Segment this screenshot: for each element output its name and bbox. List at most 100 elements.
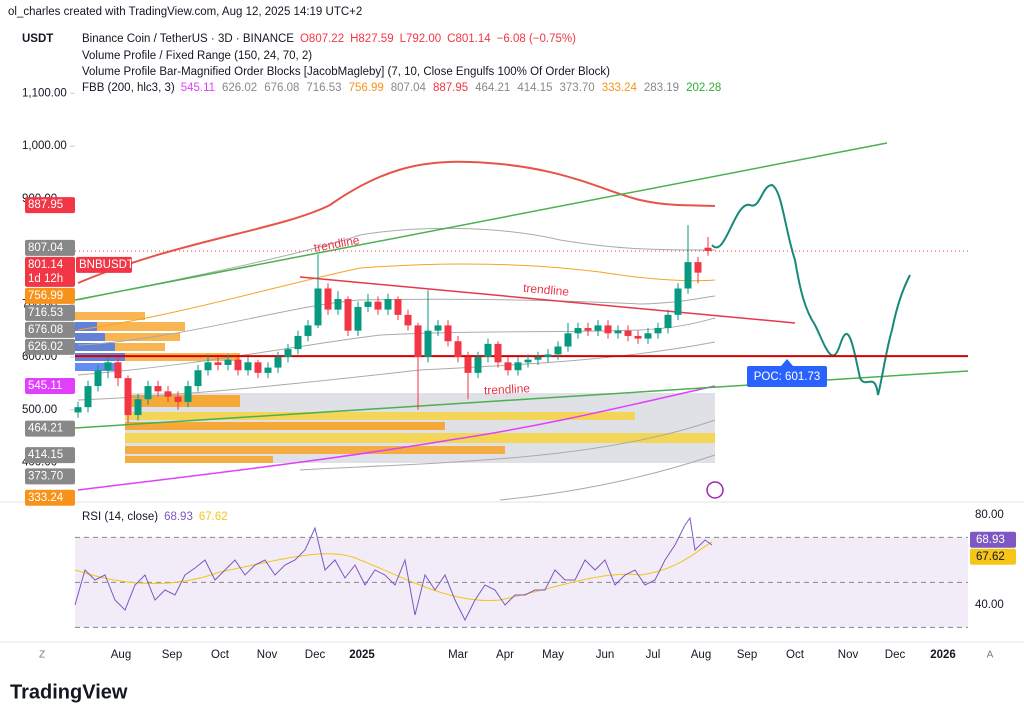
poc-box [747, 366, 827, 387]
candle-body [184, 386, 192, 402]
ohlc-label: −6.08 (−0.75%) [497, 33, 576, 45]
candle-body [394, 299, 402, 315]
price-badge [25, 304, 75, 321]
x-tick-label: Sep [162, 649, 182, 661]
candle-body [194, 370, 202, 387]
candle-body [114, 362, 122, 379]
candle-body [324, 288, 332, 310]
currency: USDT [22, 33, 53, 45]
candle-body [484, 343, 492, 358]
rsi-value: 68.93 [164, 511, 193, 523]
ohlc-label: C801.14 [447, 33, 491, 45]
price-badge-label: 333.24 [28, 492, 64, 504]
candle-body [614, 330, 622, 334]
rsi-value: 67.62 [199, 511, 228, 523]
candle-body [264, 367, 272, 373]
y-tick-label: 1,100.00 [22, 87, 67, 99]
y-tick-label: 500.00 [22, 404, 57, 416]
candle-body [274, 357, 282, 368]
candle-body [104, 362, 112, 371]
rsi-badge-label: 68.93 [976, 534, 1005, 546]
fbb-value: 464.21 [475, 82, 510, 94]
candle-body [664, 314, 672, 329]
price-badge [25, 239, 75, 256]
rsi-tick-label: 40.00 [975, 599, 1004, 611]
candle-body [584, 328, 592, 331]
candle-body [634, 335, 642, 339]
x-tick-label: Sep [737, 649, 757, 661]
candle-body [354, 306, 362, 331]
fbb-value: 756.99 [349, 82, 384, 94]
poc-pointer [781, 359, 793, 366]
candle-body [554, 346, 562, 355]
ticker: BNBUSDT [79, 259, 134, 271]
candle-body [524, 359, 532, 363]
rsi-badge-label: 67.62 [976, 551, 1005, 563]
y-tick-label: 1,000.00 [22, 140, 67, 152]
candle-body [204, 362, 212, 371]
rsi-badge [970, 548, 1016, 565]
candle-body [404, 314, 412, 326]
x-tick-label: Dec [885, 649, 906, 661]
candle-body [654, 328, 662, 334]
ohlc-label: H827.59 [350, 33, 393, 45]
x-tick-label: Jul [646, 649, 661, 661]
symbol: Binance Coin / TetherUS · 3D · BINANCE [82, 33, 294, 45]
x-tick-label: Aug [111, 649, 131, 661]
fbb-value: 333.24 [602, 82, 638, 94]
candle-body [134, 399, 142, 416]
price-badge [25, 489, 75, 506]
candle-body [124, 378, 132, 416]
fbb-value: 887.95 [433, 82, 468, 94]
candle-body [344, 299, 352, 331]
candle-body [284, 349, 292, 358]
candle-body [174, 396, 182, 402]
candle-body [424, 330, 432, 358]
fbb-value: 545.11 [181, 82, 215, 94]
x-tick-label: Aug [691, 649, 711, 661]
trendline-label: trendline [523, 281, 570, 299]
fbb-value: 373.70 [560, 82, 595, 94]
indicator: FBB (200, hlc3, 3) [82, 82, 175, 94]
poc-label: POC: 601.73 [754, 371, 820, 383]
x-tick-label: Nov [838, 649, 859, 661]
fbb-value: 716.53 [306, 82, 341, 94]
candle-body [304, 325, 312, 336]
candle-body [684, 262, 692, 289]
fbb-value: 202.28 [686, 82, 721, 94]
candle-body [364, 301, 372, 307]
attribution: ol_charles created with TradingView.com,… [8, 6, 362, 18]
corner-button[interactable]: A [987, 650, 994, 661]
candle-body [464, 357, 472, 373]
fbb-value: 807.04 [391, 82, 427, 94]
candle-body [494, 343, 502, 363]
candle-body [154, 386, 162, 392]
trendline-label: trendline [484, 381, 531, 397]
candle-body [454, 341, 462, 358]
ticker-badge [76, 256, 132, 273]
fbb-value: 626.02 [222, 82, 257, 94]
price-badge-label: 626.02 [28, 341, 63, 353]
countdown: 1d 12h [28, 273, 63, 285]
x-tick-label: Oct [211, 649, 230, 661]
indicator: Volume Profile Bar-Magnified Order Block… [82, 66, 610, 78]
x-tick-label: 2026 [930, 649, 956, 661]
logo: TradingView [10, 681, 128, 703]
fbb-value: 414.15 [517, 82, 552, 94]
rsi-line [74, 516, 713, 622]
candle-body [624, 330, 632, 336]
corner-button[interactable]: Z [39, 650, 45, 661]
price-badge-label: 807.04 [28, 242, 64, 254]
candle-body [374, 301, 382, 310]
candle-body [144, 386, 152, 400]
ohlc-label: O807.22 [300, 33, 344, 45]
candle-body [224, 359, 232, 365]
rsi-pane: 80.00 40.00 RSI (14, close) 68.93 68.93 67.62… [0, 501, 1024, 628]
price-badge-label: 414.15 [28, 449, 63, 461]
fbb-value: 676.08 [264, 82, 299, 94]
candle-body [474, 357, 482, 373]
price-badge-label: 716.53 [28, 307, 63, 319]
candle-body [294, 335, 302, 350]
